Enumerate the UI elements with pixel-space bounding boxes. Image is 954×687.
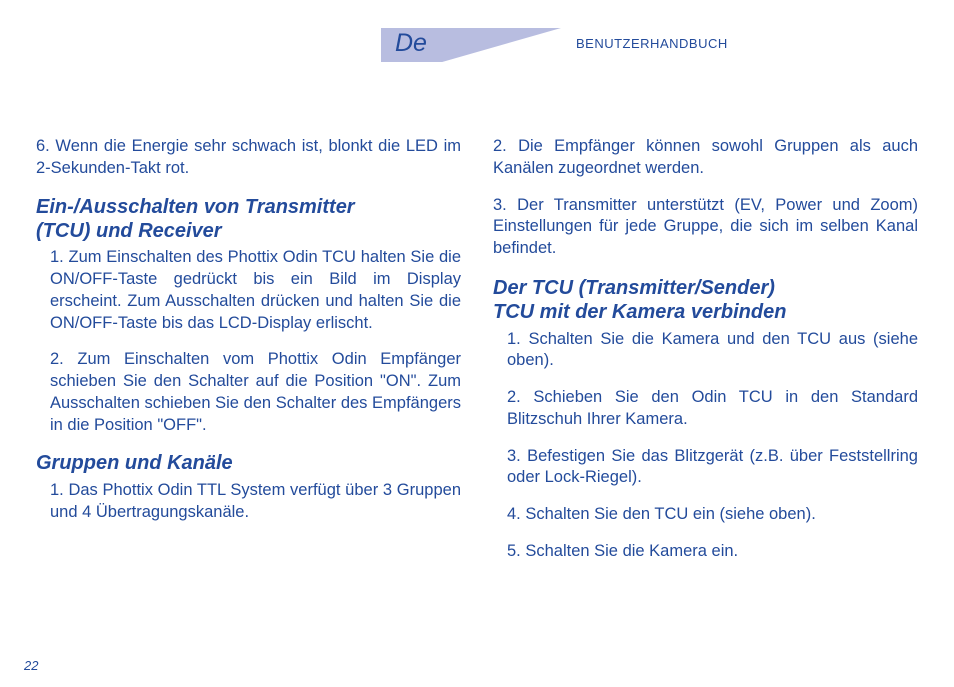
content-columns: 6. Wenn die Energie sehr schwach ist, bl…	[36, 136, 918, 563]
left-column: 6. Wenn die Energie sehr schwach ist, bl…	[36, 136, 461, 563]
language-tab: De	[381, 28, 561, 64]
heading-groups-channels: Gruppen und Kanäle	[36, 451, 461, 475]
manual-title: BENUTZERHANDBUCH	[576, 36, 728, 51]
para-connect-5: 5. Schalten Sie die Kamera ein.	[507, 541, 918, 563]
page-number: 22	[24, 658, 38, 673]
heading-power: Ein-/Ausschalten von Transmitter (TCU) u…	[36, 195, 461, 244]
heading-tcu-line2: TCU mit der Kamera verbinden	[493, 301, 786, 323]
heading-tcu-connect: Der TCU (Transmitter/Sender) TCU mit der…	[493, 276, 918, 325]
para-connect-4: 4. Schalten Sie den TCU ein (siehe oben)…	[507, 504, 918, 526]
heading-tcu-line1: Der TCU (Transmitter/Sender)	[493, 277, 775, 299]
manual-page: De BENUTZERHANDBUCH 6. Wenn die Energie …	[0, 0, 954, 687]
para-connect-1: 1. Schalten Sie die Kamera und den TCU a…	[507, 329, 918, 373]
para-groups-channels-1: 1. Das Phottix Odin TTL System verfügt ü…	[50, 480, 461, 524]
page-header: De BENUTZERHANDBUCH	[381, 28, 918, 76]
para-receivers-groups: 2. Die Empfänger können sowohl Gruppen a…	[493, 136, 918, 180]
para-power-on-tcu: 1. Zum Einschalten des Phottix Odin TCU …	[50, 247, 461, 334]
right-column: 2. Die Empfänger können sowohl Gruppen a…	[493, 136, 918, 563]
heading-power-line1: Ein-/Ausschalten von Transmitter	[36, 196, 355, 218]
para-led-blink: 6. Wenn die Energie sehr schwach ist, bl…	[36, 136, 461, 180]
language-code: De	[395, 29, 427, 58]
para-connect-2: 2. Schieben Sie den Odin TCU in den Stan…	[507, 387, 918, 431]
para-transmitter-settings: 3. Der Transmitter unterstützt (EV, Powe…	[493, 195, 918, 260]
para-power-on-receiver: 2. Zum Einschalten vom Phottix Odin Empf…	[50, 349, 461, 436]
heading-power-line2: (TCU) und Receiver	[36, 220, 222, 242]
para-connect-3: 3. Befestigen Sie das Blitzgerät (z.B. ü…	[507, 446, 918, 490]
